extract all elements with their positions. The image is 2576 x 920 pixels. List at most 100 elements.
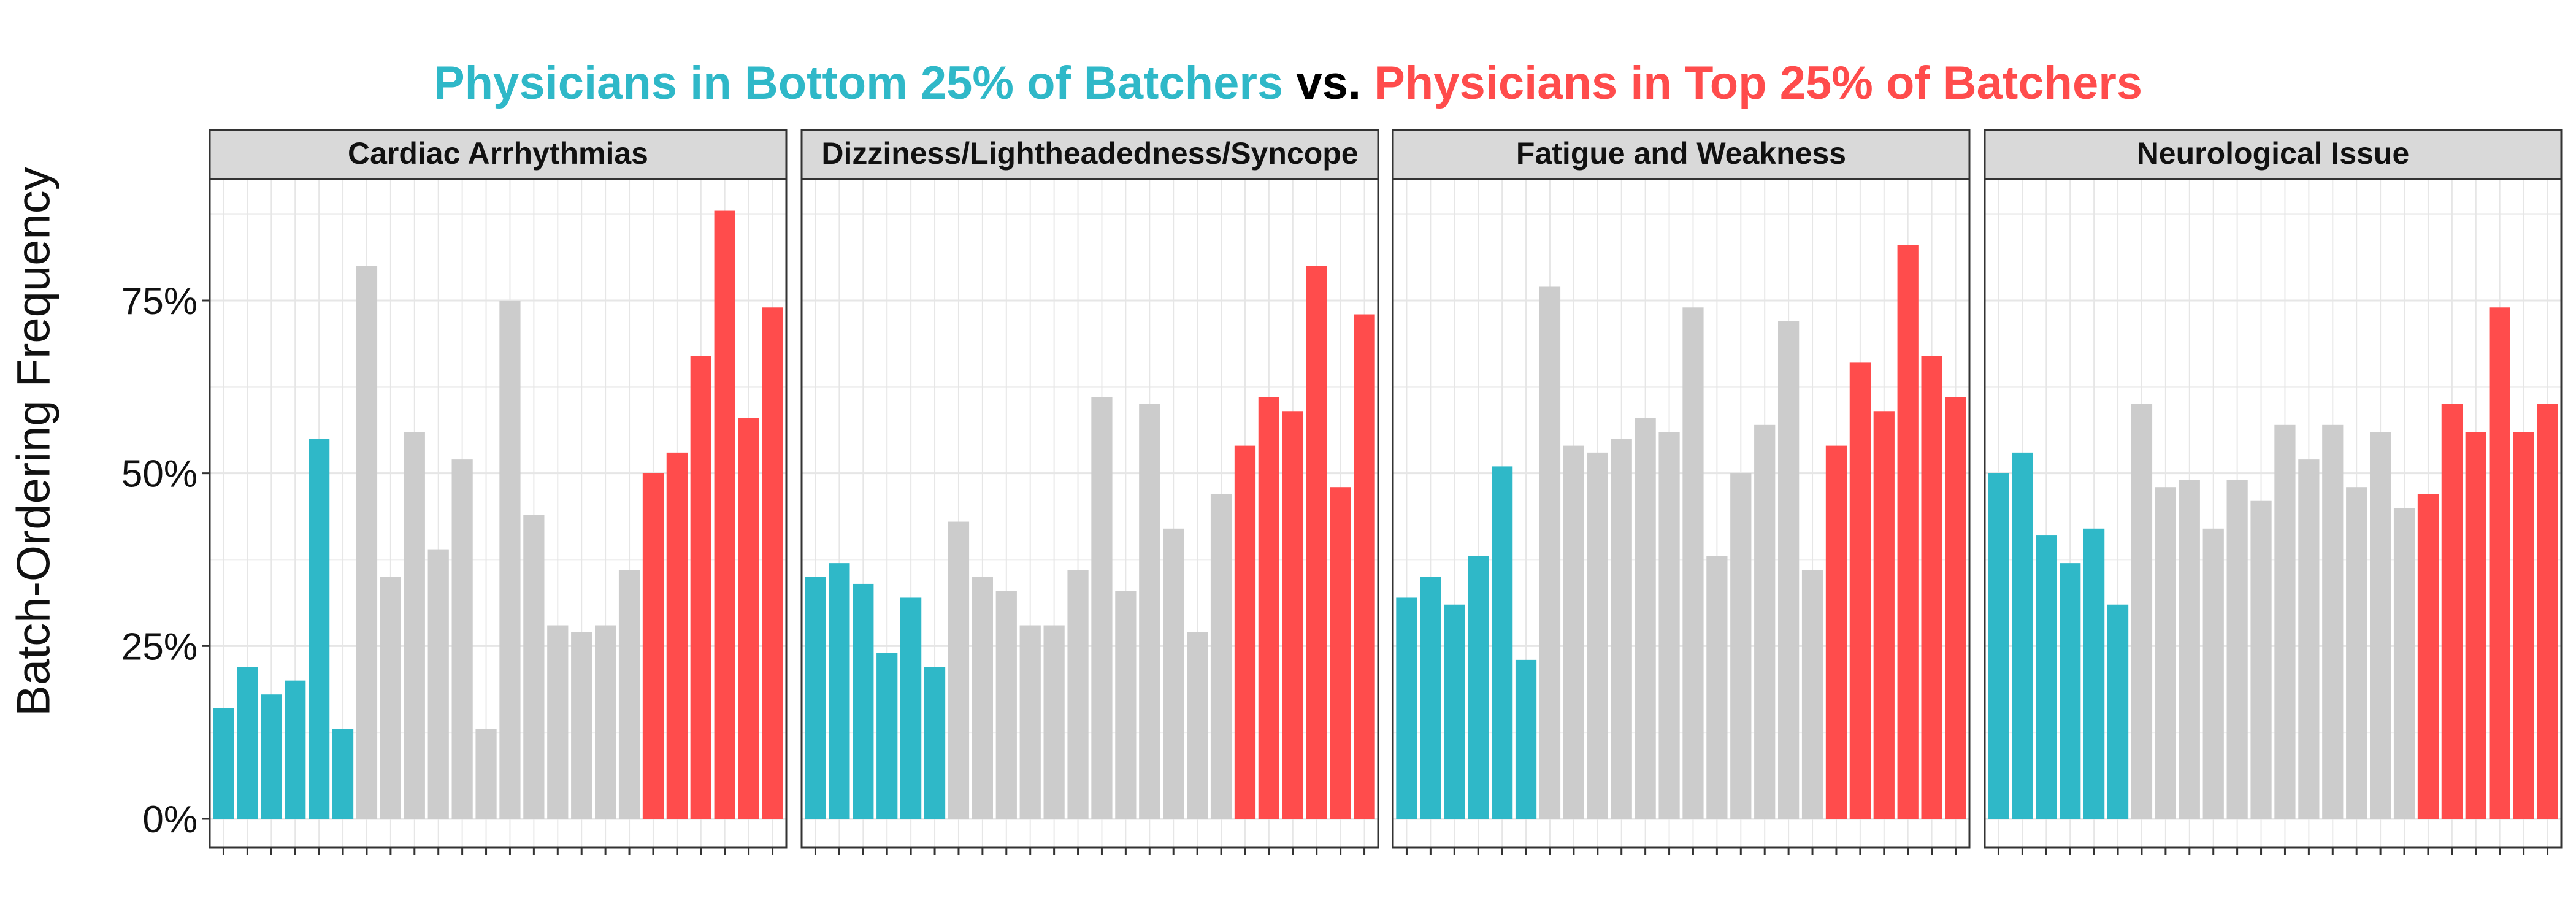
panel-border [209,178,788,849]
plot-area [210,179,786,848]
bar-middle [2298,459,2320,819]
bar-middle [1139,404,1160,819]
bar-middle [1682,307,1704,819]
bar-middle [2393,508,2415,819]
y-tick-label: 50% [121,453,197,496]
bar-middle [427,549,449,819]
plot-area [1985,179,2561,848]
bar-bottom [2083,528,2105,819]
facet-title: Fatigue and Weakness [1516,136,1846,171]
bar-bottom [924,667,946,819]
bar-middle [2226,480,2248,819]
bar-bottom [1420,577,1441,819]
facet-strip [800,129,1379,180]
bar-top [2417,494,2439,819]
bar-top [1258,397,1279,819]
facet-strip [1392,129,1971,180]
plot-area [802,179,1378,848]
bar-bottom [1492,466,1513,819]
bar-middle [475,729,497,819]
bar-top [762,307,783,819]
bar-top [1282,411,1303,819]
bar-bottom [2107,604,2129,819]
bar-middle [451,459,473,819]
bar-middle [1801,570,1823,819]
bar-middle [1019,625,1041,819]
facet-title: Dizziness/Lightheadedness/Syncope [821,136,1358,171]
bar-top [2537,404,2558,819]
bar-bottom [900,597,922,819]
bar-bottom [309,439,330,819]
bar-middle [995,591,1017,819]
bar-middle [1658,432,1680,819]
bar-middle [1754,424,1776,819]
bar-middle [1210,494,1232,819]
bar-middle [2250,500,2272,819]
facet-panel: Fatigue and Weakness [1392,129,1971,855]
bar-middle [1611,439,1632,819]
bar-bottom [2036,535,2057,819]
bar-top [714,210,735,819]
bar-bottom [261,694,282,819]
title-bottom-group: Physicians in Bottom 25% of Batchers [433,57,1284,109]
bar-top [2465,432,2486,819]
bar-top [1306,266,1327,819]
bar-bottom [2060,563,2081,819]
bar-middle [1163,528,1184,819]
facet-title: Neurological Issue [2137,136,2410,171]
bar-top [1897,245,1919,819]
bar-middle [2346,487,2367,819]
bar-top [666,452,688,819]
bar-top [1873,411,1895,819]
bar-middle [1043,625,1065,819]
title-vs: vs. [1283,57,1374,109]
bar-bottom [853,583,874,819]
bar-middle [1091,397,1113,819]
bar-top [1945,397,1966,819]
bar-middle [595,625,616,819]
bar-middle [948,521,970,819]
bar-middle [571,632,592,819]
bar-bottom [1515,659,1537,819]
bar-middle [2370,432,2391,819]
plot-area [1393,179,1969,848]
bar-top [642,473,664,819]
bar-bottom [1396,597,1417,819]
y-tick-label: 0% [142,799,197,841]
bar-top [1825,445,1847,819]
bar-middle [1563,445,1584,819]
bar-middle [1539,286,1561,819]
bar-bottom [829,563,850,819]
bar-middle [2274,424,2296,819]
facet-panel: Cardiac Arrhythmias [209,129,788,855]
bar-middle [499,301,521,819]
y-tick-label: 75% [121,280,197,323]
bar-middle [2131,404,2153,819]
bar-bottom [213,708,234,819]
bar-bottom [876,653,898,819]
bar-top [2441,404,2463,819]
panel-border [800,178,1379,849]
bar-bottom [332,729,354,819]
bar-bottom [1444,604,1465,819]
bar-top [690,356,711,819]
bar-bottom [805,577,826,819]
facet-strip [209,129,788,180]
bar-top [738,418,759,819]
title-top-group: Physicians in Top 25% of Batchers [1374,57,2143,109]
facet-panel: Dizziness/Lightheadedness/Syncope [800,129,1379,855]
bar-bottom [1988,473,2009,819]
facet-strip [1984,129,2563,180]
bar-top [2489,307,2510,819]
bar-middle [380,577,401,819]
panel-border [1984,178,2563,849]
facet-panel: Neurological Issue [1984,129,2563,855]
panel-border [1392,178,1971,849]
bar-top [1849,362,1871,819]
bar-top [1330,487,1351,819]
bar-middle [972,577,993,819]
bar-middle [1635,418,1656,819]
bar-middle [523,515,545,819]
bar-middle [2322,424,2344,819]
